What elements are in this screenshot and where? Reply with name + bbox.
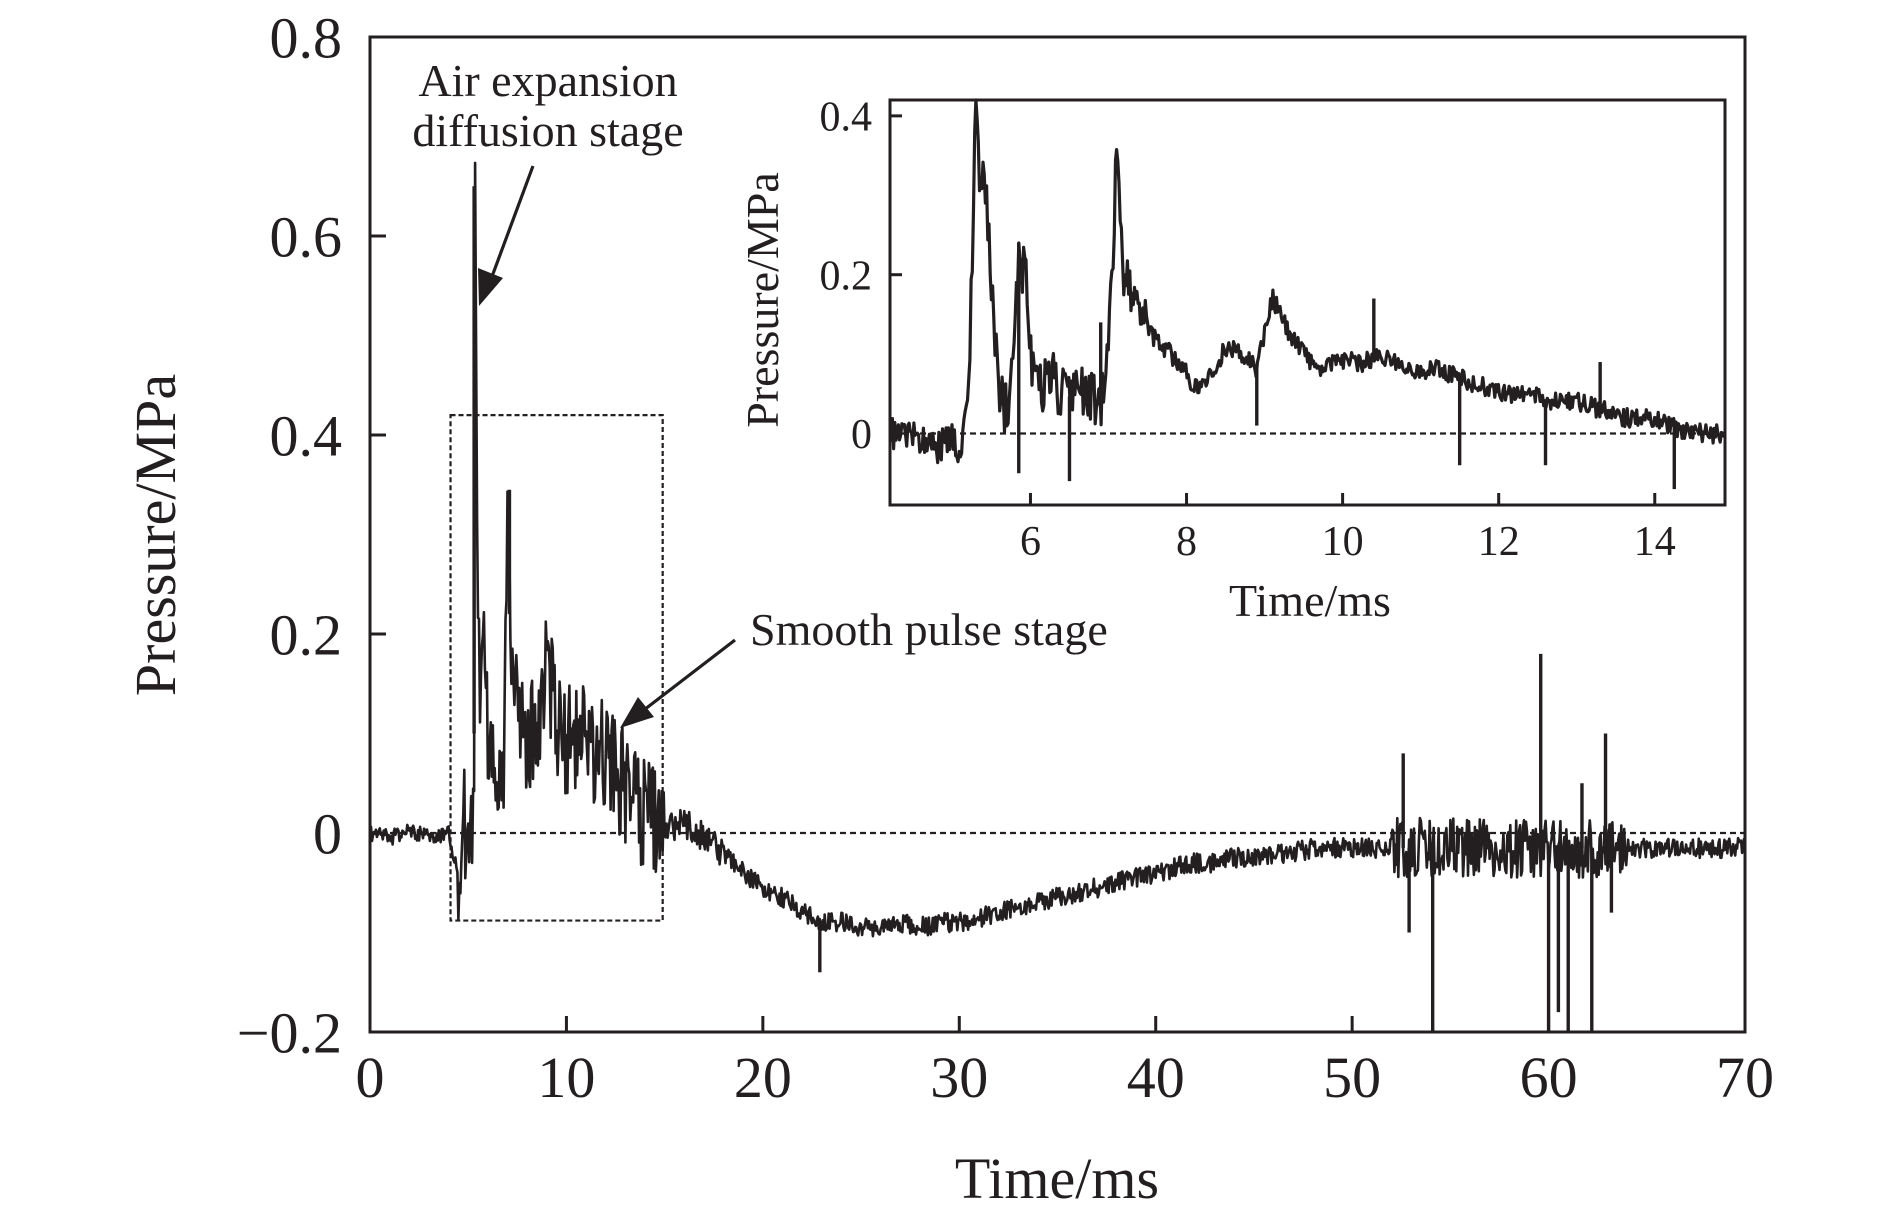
- main-x-tick-label: 60: [1520, 1045, 1578, 1110]
- main-y-tick-label: 0.4: [270, 403, 343, 468]
- inset-y-tick-label: 0: [851, 412, 872, 458]
- main-y-tick-label: 0.8: [270, 5, 343, 70]
- inset-y-axis-title: Pressure/MPa: [737, 172, 788, 428]
- annotation-air-expansion-line-1: Air expansion: [418, 55, 677, 106]
- inset-plot: 6 8 10 12 14 0 0.2 0.4 Time/ms Pressure/MPa: [737, 95, 1727, 626]
- inset-x-tick-label: 10: [1322, 519, 1364, 565]
- main-x-tick-label: 30: [930, 1045, 988, 1110]
- main-x-tick-label: 40: [1127, 1045, 1185, 1110]
- main-x-tick-label: 20: [734, 1045, 792, 1110]
- main-y-axis-title: Pressure/MPa: [123, 374, 188, 696]
- annotation-smooth-pulse: Smooth pulse stage: [620, 604, 1108, 728]
- main-x-axis-title: Time/ms: [955, 1146, 1159, 1211]
- main-axis-ticks: 0 10 20 30 40 50 60 70−0.200.20.40.60.8: [237, 5, 1774, 1110]
- main-y-tick-label: 0.6: [270, 204, 343, 269]
- inset-series: [888, 98, 1726, 490]
- annotation-air-expansion-arrow: [485, 165, 535, 291]
- main-x-tick-label: 0: [356, 1045, 385, 1110]
- annotation-smooth-pulse-arrow: [639, 638, 736, 715]
- main-x-tick-label: 10: [537, 1045, 595, 1110]
- main-y-tick-label: 0.2: [270, 602, 343, 667]
- inset-x-tick-label: 12: [1478, 519, 1520, 565]
- inset-x-axis-title: Time/ms: [1229, 575, 1391, 626]
- annotation-smooth-pulse-label: Smooth pulse stage: [750, 604, 1108, 655]
- main-series: [369, 161, 1746, 1032]
- inset-x-tick-label: 6: [1020, 519, 1041, 565]
- annotation-air-expansion: Air expansion diffusion stage: [412, 55, 684, 306]
- main-y-tick-label: 0: [313, 801, 342, 866]
- inset-axis-ticks: 6 8 10 12 14 0 0.2 0.4: [820, 95, 1676, 565]
- annotation-air-expansion-line-2: diffusion stage: [412, 105, 683, 156]
- inset-plot-frame: [888, 98, 1727, 507]
- annotation-smooth-pulse-arrowhead: [620, 697, 654, 728]
- annotation-air-expansion-arrowhead: [478, 268, 503, 306]
- main-x-tick-label: 50: [1323, 1045, 1381, 1110]
- inset-background: [890, 100, 1725, 505]
- inset-y-tick-label: 0.2: [820, 253, 873, 299]
- inset-pressure-trace: [888, 98, 1726, 465]
- main-y-tick-label: −0.2: [237, 1000, 342, 1065]
- main-pressure-trace: [369, 161, 1746, 938]
- main-plot-frame: [368, 35, 1747, 1034]
- inset-x-tick-label: 8: [1176, 519, 1197, 565]
- inset-y-tick-label: 0.4: [820, 95, 873, 141]
- main-plot: 0 10 20 30 40 50 60 70−0.200.20.40.60.8 Time/ms…: [123, 5, 1774, 1211]
- zoom-region-box: [449, 414, 664, 922]
- inset-x-tick-label: 14: [1634, 519, 1676, 565]
- main-x-tick-label: 70: [1716, 1045, 1774, 1110]
